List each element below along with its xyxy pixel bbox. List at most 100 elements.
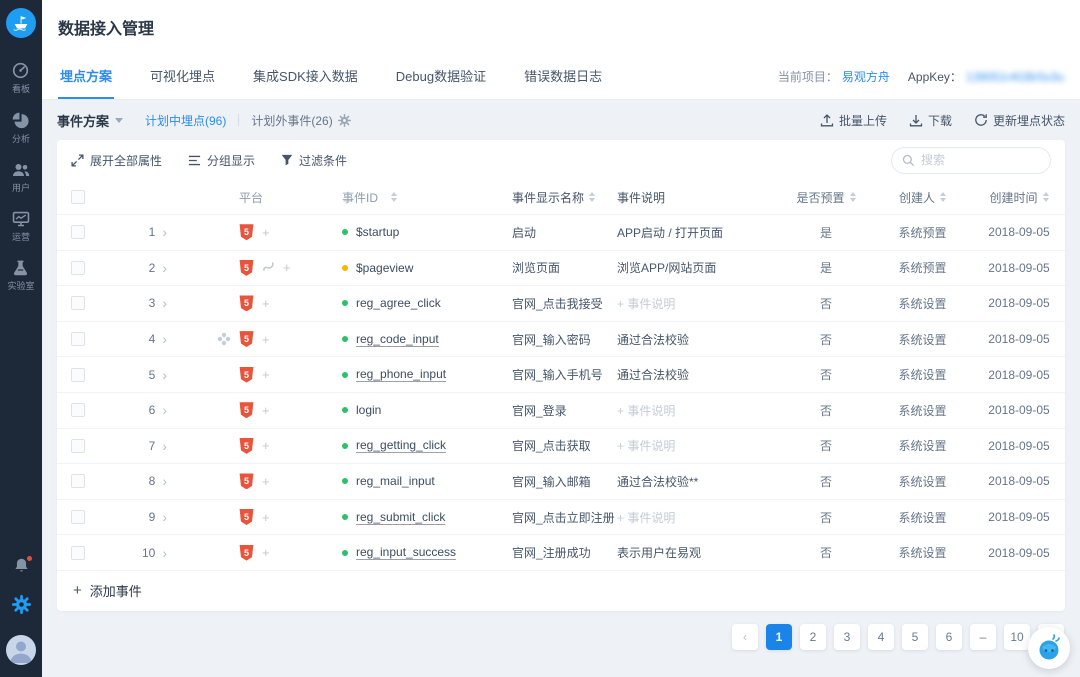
html5-platform-icon[interactable]: 5	[239, 331, 254, 348]
add-platform-icon[interactable]: +	[262, 367, 270, 383]
pagination-page-1[interactable]: 1	[766, 623, 792, 650]
pagination-page-2[interactable]: 2	[800, 623, 826, 650]
scheme-selector[interactable]: 事件方案	[57, 111, 124, 130]
expand-row-icon[interactable]: ›	[162, 474, 167, 489]
gear-small-icon[interactable]	[337, 113, 351, 127]
event-display-name[interactable]: 官网_输入密码	[512, 332, 591, 347]
search-input[interactable]	[921, 153, 1031, 167]
pagination-ellipsis[interactable]: –	[970, 623, 996, 650]
subtab-planned-events[interactable]: 计划中埋点(96)	[145, 113, 227, 128]
pagination-page-5[interactable]: 5	[902, 623, 928, 650]
add-platform-icon[interactable]: +	[262, 331, 270, 347]
select-all-checkbox[interactable]	[71, 190, 85, 204]
column-preset[interactable]: 是否预置	[782, 189, 870, 206]
expand-all-properties-button[interactable]: 展开全部属性	[71, 152, 162, 169]
expand-row-icon[interactable]: ›	[162, 438, 167, 453]
sort-icon[interactable]	[391, 192, 398, 202]
row-checkbox[interactable]	[71, 510, 85, 525]
pagination-prev-button[interactable]: ‹	[732, 623, 758, 650]
sort-icon[interactable]	[1042, 192, 1049, 202]
sidebar-item-operations[interactable]: 运营	[12, 211, 30, 243]
event-id[interactable]: $pageview	[356, 260, 414, 275]
expand-row-icon[interactable]: ›	[162, 332, 167, 347]
row-checkbox[interactable]	[71, 438, 85, 453]
event-display-name[interactable]: 官网_登录	[512, 403, 567, 418]
pagination-page-3[interactable]: 3	[834, 623, 860, 650]
html5-platform-icon[interactable]: 5	[239, 509, 254, 526]
row-checkbox[interactable]	[71, 225, 85, 240]
add-platform-icon[interactable]: +	[262, 545, 270, 561]
tab-tracking-plan[interactable]: 埋点方案	[58, 54, 115, 99]
download-button[interactable]: 下载	[909, 112, 952, 129]
notifications-button[interactable]	[13, 556, 32, 579]
filter-button[interactable]: 过滤条件	[281, 152, 347, 169]
column-platform[interactable]: 平台	[239, 190, 264, 205]
add-platform-icon[interactable]: +	[262, 438, 270, 454]
expand-row-icon[interactable]: ›	[162, 260, 167, 275]
column-creator[interactable]: 创建人	[870, 189, 975, 206]
event-id[interactable]: login	[356, 403, 382, 418]
settings-button[interactable]	[11, 595, 31, 619]
sort-icon[interactable]	[940, 192, 946, 202]
event-display-name[interactable]: 启动	[512, 225, 537, 240]
sidebar-item-analysis[interactable]: 分析	[12, 112, 30, 145]
event-display-name[interactable]: 官网_点击获取	[512, 439, 591, 454]
tab-error-log[interactable]: 错误数据日志	[524, 69, 603, 84]
event-description[interactable]: APP启动 / 打开页面	[617, 225, 724, 240]
html5-platform-icon[interactable]: 5	[239, 259, 254, 276]
event-description[interactable]: 通过合法校验	[617, 332, 690, 347]
current-project-name[interactable]: 易观方舟	[841, 70, 890, 84]
html5-platform-icon[interactable]: 5	[239, 402, 254, 419]
expand-row-icon[interactable]: ›	[162, 296, 167, 311]
group-display-button[interactable]: 分组显示	[188, 152, 255, 169]
event-description-placeholder[interactable]: + 事件说明	[617, 510, 676, 525]
expand-row-icon[interactable]: ›	[162, 225, 167, 240]
row-checkbox[interactable]	[71, 296, 85, 311]
column-created[interactable]: 创建时间	[975, 189, 1063, 206]
sort-icon[interactable]	[589, 192, 596, 202]
pagination-page-6[interactable]: 6	[936, 623, 962, 650]
html5-platform-icon[interactable]: 5	[239, 437, 254, 454]
event-id[interactable]: reg_input_success	[356, 545, 457, 561]
row-checkbox[interactable]	[71, 367, 85, 382]
event-display-name[interactable]: 官网_点击立即注册	[512, 510, 615, 525]
event-description[interactable]: 表示用户在易观	[617, 546, 702, 561]
add-event-button[interactable]: + 添加事件	[57, 569, 1065, 611]
sort-icon[interactable]	[849, 192, 856, 202]
event-description-placeholder[interactable]: + 事件说明	[617, 296, 676, 311]
link-platform-icon[interactable]	[262, 261, 275, 274]
event-description[interactable]: 浏览APP/网站页面	[617, 261, 717, 276]
event-id[interactable]: reg_phone_input	[356, 367, 447, 383]
tab-debug-validation[interactable]: Debug数据验证	[395, 69, 487, 84]
pagination-page-4[interactable]: 4	[868, 623, 894, 650]
row-checkbox[interactable]	[71, 474, 85, 489]
miniprogram-platform-icon[interactable]	[217, 332, 231, 346]
expand-row-icon[interactable]: ›	[162, 367, 167, 382]
search-box[interactable]	[891, 146, 1051, 174]
event-id[interactable]: reg_submit_click	[356, 509, 446, 525]
event-display-name[interactable]: 官网_注册成功	[512, 546, 591, 561]
event-id[interactable]: $startup	[356, 225, 400, 240]
subtab-unplanned-events[interactable]: 计划外事件(26)	[251, 112, 351, 129]
event-id[interactable]: reg_mail_input	[356, 474, 435, 489]
sidebar-item-users[interactable]: 用户	[12, 162, 30, 194]
html5-platform-icon[interactable]: 5	[239, 544, 254, 561]
expand-row-icon[interactable]: ›	[162, 545, 167, 560]
event-display-name[interactable]: 官网_输入手机号	[512, 368, 603, 383]
event-description-placeholder[interactable]: + 事件说明	[617, 403, 676, 418]
sidebar-item-dashboard[interactable]: 看板	[12, 62, 30, 95]
event-display-name[interactable]: 官网_输入邮箱	[512, 474, 591, 489]
html5-platform-icon[interactable]: 5	[239, 366, 254, 383]
add-platform-icon[interactable]: +	[262, 402, 270, 418]
tab-sdk-integration[interactable]: 集成SDK接入数据	[253, 69, 358, 84]
support-chat-button[interactable]	[1028, 627, 1070, 669]
add-platform-icon[interactable]: +	[262, 295, 270, 311]
row-checkbox[interactable]	[71, 545, 85, 560]
event-display-name[interactable]: 浏览页面	[512, 261, 561, 276]
refresh-status-button[interactable]: 更新埋点状态	[974, 112, 1065, 129]
row-checkbox[interactable]	[71, 332, 85, 347]
app-logo-ark-icon[interactable]	[6, 8, 36, 38]
row-checkbox[interactable]	[71, 403, 85, 418]
event-id[interactable]: reg_code_input	[356, 331, 439, 347]
expand-row-icon[interactable]: ›	[162, 403, 167, 418]
